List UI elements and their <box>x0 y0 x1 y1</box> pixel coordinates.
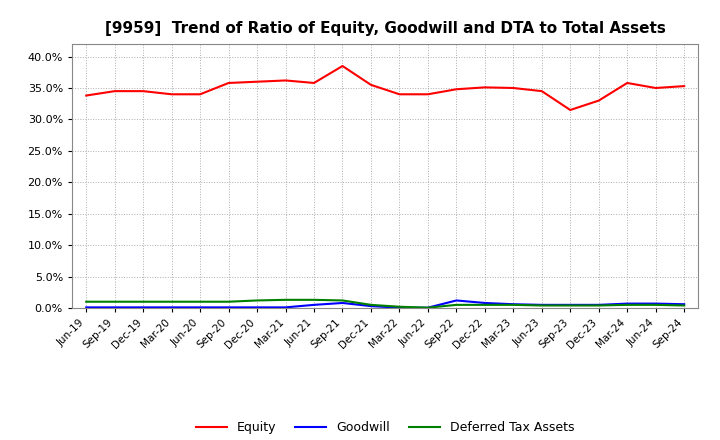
Deferred Tax Assets <box>338 298 347 303</box>
Deferred Tax Assets <box>395 304 404 309</box>
Deferred Tax Assets <box>537 303 546 308</box>
Goodwill <box>480 301 489 306</box>
Deferred Tax Assets <box>225 299 233 304</box>
Deferred Tax Assets <box>82 299 91 304</box>
Goodwill <box>623 301 631 306</box>
Equity <box>110 88 119 94</box>
Goodwill <box>680 301 688 307</box>
Deferred Tax Assets <box>680 303 688 308</box>
Goodwill <box>196 305 204 310</box>
Goodwill <box>395 305 404 310</box>
Goodwill <box>509 301 518 307</box>
Equity <box>452 87 461 92</box>
Goodwill <box>338 301 347 306</box>
Equity <box>253 79 261 84</box>
Goodwill <box>253 305 261 310</box>
Goodwill <box>139 305 148 310</box>
Equity <box>480 85 489 90</box>
Equity <box>652 85 660 91</box>
Deferred Tax Assets <box>423 305 432 310</box>
Equity <box>282 78 290 83</box>
Goodwill <box>537 302 546 308</box>
Deferred Tax Assets <box>452 302 461 308</box>
Equity <box>82 93 91 98</box>
Equity <box>167 92 176 97</box>
Goodwill <box>595 302 603 308</box>
Equity <box>623 81 631 86</box>
Equity <box>423 92 432 97</box>
Title: [9959]  Trend of Ratio of Equity, Goodwill and DTA to Total Assets: [9959] Trend of Ratio of Equity, Goodwil… <box>105 21 665 36</box>
Deferred Tax Assets <box>282 297 290 302</box>
Equity <box>310 81 318 86</box>
Goodwill <box>366 304 375 309</box>
Goodwill <box>452 298 461 303</box>
Line: Deferred Tax Assets: Deferred Tax Assets <box>86 300 684 308</box>
Deferred Tax Assets <box>480 302 489 308</box>
Goodwill <box>566 302 575 308</box>
Deferred Tax Assets <box>652 302 660 308</box>
Goodwill <box>110 305 119 310</box>
Deferred Tax Assets <box>196 299 204 304</box>
Equity <box>395 92 404 97</box>
Goodwill <box>82 305 91 310</box>
Deferred Tax Assets <box>139 299 148 304</box>
Equity <box>566 107 575 113</box>
Equity <box>139 88 148 94</box>
Deferred Tax Assets <box>509 302 518 308</box>
Deferred Tax Assets <box>253 298 261 303</box>
Legend: Equity, Goodwill, Deferred Tax Assets: Equity, Goodwill, Deferred Tax Assets <box>191 416 580 439</box>
Equity <box>680 84 688 89</box>
Line: Equity: Equity <box>86 66 684 110</box>
Equity <box>595 98 603 103</box>
Equity <box>509 85 518 91</box>
Deferred Tax Assets <box>623 302 631 308</box>
Goodwill <box>282 305 290 310</box>
Goodwill <box>310 302 318 308</box>
Equity <box>338 63 347 69</box>
Line: Goodwill: Goodwill <box>86 301 684 308</box>
Goodwill <box>423 305 432 310</box>
Deferred Tax Assets <box>595 303 603 308</box>
Deferred Tax Assets <box>566 303 575 308</box>
Goodwill <box>652 301 660 306</box>
Goodwill <box>225 305 233 310</box>
Equity <box>196 92 204 97</box>
Equity <box>225 81 233 86</box>
Equity <box>537 88 546 94</box>
Deferred Tax Assets <box>310 297 318 302</box>
Deferred Tax Assets <box>167 299 176 304</box>
Deferred Tax Assets <box>110 299 119 304</box>
Equity <box>366 82 375 88</box>
Goodwill <box>167 305 176 310</box>
Deferred Tax Assets <box>366 302 375 308</box>
